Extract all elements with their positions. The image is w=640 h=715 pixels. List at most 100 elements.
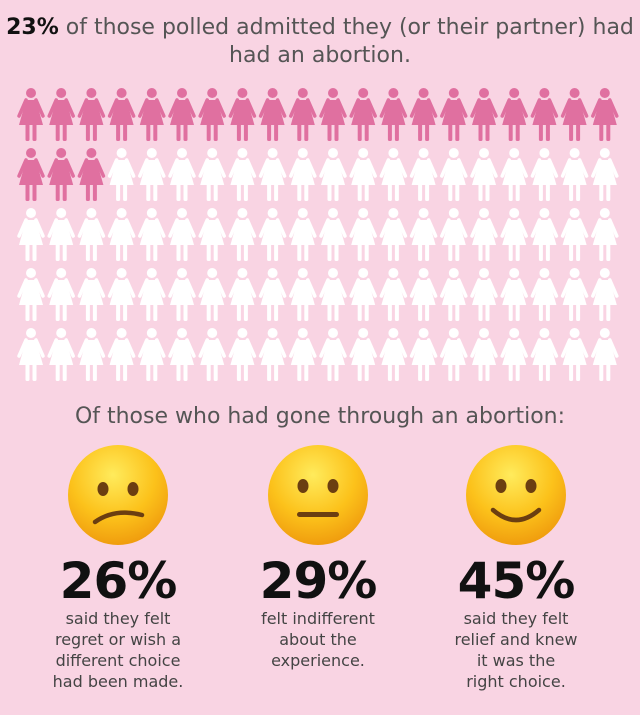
figure [198,208,226,261]
figure [591,148,619,201]
figure [17,208,45,261]
figure-highlighted [470,88,498,141]
figure [349,328,377,381]
figure [168,268,196,321]
percent-regret: 26% [59,552,178,610]
figure-highlighted [500,88,528,141]
figure [591,268,619,321]
figure [379,328,408,381]
figure [440,328,468,381]
figure [77,328,106,381]
subheading: Of those who had gone through an abortio… [74,404,566,429]
headline: 23% of those polled admitted they (or th… [0,14,640,70]
figure [198,268,226,321]
figure [258,208,287,261]
figure-highlighted [440,88,468,141]
figure-highlighted [138,88,166,141]
figure [560,148,589,201]
figure [349,268,377,321]
figure [470,268,498,321]
slightly-smiling-face-icon [466,445,566,545]
figure [379,148,408,201]
desc-regret: said they felt regret or wish a differen… [52,609,184,691]
figure [138,208,166,261]
figure [47,328,75,381]
figure [379,208,408,261]
figure-highlighted [77,148,106,201]
figure [77,268,106,321]
figure [409,328,438,381]
figure [107,328,136,381]
figure [289,148,317,201]
figure-highlighted [560,88,589,141]
figure [470,208,498,261]
figure [500,328,528,381]
headline-percent: 23% [6,15,59,40]
figure [560,208,589,261]
figure [138,268,166,321]
figure [289,268,317,321]
figure [349,148,377,201]
percent-relief: 45% [457,552,576,610]
figure [530,148,559,201]
headline-text: of those polled admitted they (or their … [58,15,634,68]
figure [47,268,75,321]
figure [289,328,317,381]
figure-highlighted [228,88,257,141]
figure [228,148,257,201]
figure [168,328,196,381]
figure [198,328,226,381]
figure [168,148,196,201]
confused-face-icon [68,445,168,545]
figure [107,208,136,261]
figure [258,268,287,321]
figure-highlighted [591,88,619,141]
figure-highlighted [530,88,559,141]
figure [440,208,468,261]
figure [591,208,619,261]
figure [560,328,589,381]
figure [258,148,287,201]
figure [530,208,559,261]
figure [440,148,468,201]
figure [500,268,528,321]
figure [138,328,166,381]
figure-highlighted [17,148,45,201]
figure [319,148,347,201]
desc-indifferent: felt indifferent about the experience. [261,609,375,670]
figure [258,328,287,381]
figure-highlighted [319,88,347,141]
figure-highlighted [47,148,75,201]
stat-regret: 26% said they felt regret or wish a diff… [18,442,218,692]
figure [47,208,75,261]
stat-relief: 45% said they felt relief and knew it wa… [416,442,616,692]
figure [138,148,166,201]
figure [17,328,45,381]
figure [379,268,408,321]
figure [228,268,257,321]
figure [77,208,106,261]
figure-highlighted [379,88,408,141]
figure [409,148,438,201]
figure [409,208,438,261]
figure [530,268,559,321]
figure [409,268,438,321]
figure [500,148,528,201]
figure-highlighted [198,88,226,141]
figure-highlighted [409,88,438,141]
figure [530,328,559,381]
figure-highlighted [17,88,45,141]
figure-highlighted [168,88,196,141]
figure [168,208,196,261]
figure [198,148,226,201]
figure-highlighted [107,88,136,141]
figure-highlighted [349,88,377,141]
figure-highlighted [47,88,75,141]
figure [289,208,317,261]
neutral-face-icon [268,445,368,545]
figure-highlighted [77,88,106,141]
figure [107,268,136,321]
figure [107,148,136,201]
figure [470,328,498,381]
figure [228,328,257,381]
